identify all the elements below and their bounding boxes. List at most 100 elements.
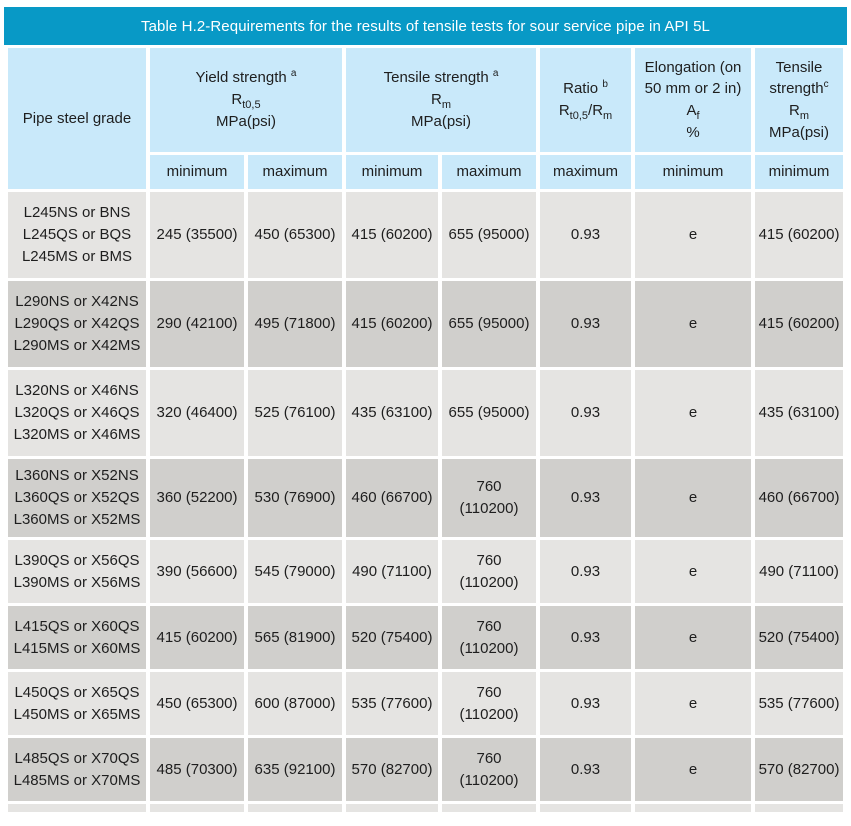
tensile-max-cell: 655 (95000) [442,370,537,456]
tensile-c-cell: 490 (71100) [755,540,844,603]
cutoff-cell [248,804,342,812]
subcol-tensile-minimum: minimum [346,155,438,189]
tensile-strength-label: Tensile strength a [383,68,499,87]
table-body: L245NS or BNS L245QS or BQS L245MS or BM… [8,192,844,812]
col-header-elongation: Elongation (on 50 mm or 2 in) Af % [635,48,752,152]
cutoff-cell [635,804,752,812]
yield-min-cell: 360 (52200) [150,459,244,537]
ratio-cell: 0.93 [540,459,632,537]
table-title: Table H.2-Requirements for the results o… [141,17,710,35]
tensile-c-cell: 520 (75400) [755,606,844,669]
elongation-symbol: Af [686,102,700,122]
ratio-cell: 0.93 [540,738,632,801]
elongation-cell: e [635,738,752,801]
elongation-cell: e [635,540,752,603]
yield-min-cell: 320 (46400) [150,370,244,456]
yield-max-cell: 600 (87000) [248,672,342,735]
grade-cell: L360NS or X52NS L360QS or X52QS L360MS o… [8,459,146,537]
table-header: Pipe steel grade Yield strength a Rt0,5 … [8,48,844,189]
cutoff-cell [540,804,632,812]
subcol-yield-minimum: minimum [150,155,244,189]
cutoff-cell [346,804,438,812]
table-row-cutoff [8,804,844,812]
footnote-b: b [602,79,608,91]
elongation-cell: e [635,459,752,537]
yield-max-cell: 495 (71800) [248,281,342,367]
tensile-max-cell: 760 (110200) [442,459,537,537]
yield-min-cell: 485 (70300) [150,738,244,801]
elongation-cell: e [635,192,752,278]
subcol-yield-maximum: maximum [248,155,342,189]
tensile-strength-c-label: Tensile strengthc [769,58,829,98]
tensile-c-cell: 535 (77600) [755,672,844,735]
pipe-steel-grade-label: Pipe steel grade [22,109,132,127]
ratio-formula: Rt0,5/Rm [558,102,613,122]
cutoff-cell [442,804,537,812]
grade-cell: L485QS or X70QS L485MS or X70MS [8,738,146,801]
grade-cell: L245NS or BNS L245QS or BQS L245MS or BM… [8,192,146,278]
cutoff-cell [755,804,844,812]
col-header-tensile-strength: Tensile strength a Rm MPa(psi) [346,48,537,152]
elongation-cell: e [635,672,752,735]
subcol-tensile-c-minimum: minimum [755,155,844,189]
cutoff-cell [150,804,244,812]
tensile-min-cell: 415 (60200) [346,281,438,367]
tensile-max-cell: 760 (110200) [442,606,537,669]
header-row-limits: minimum maximum minimum maximum maximum … [8,155,844,189]
tensile-c-cell: 570 (82700) [755,738,844,801]
subcol-tensile-maximum: maximum [442,155,537,189]
tensile-strength-symbol: Rm [431,91,452,112]
table-title-bar: Table H.2-Requirements for the results o… [4,7,847,45]
grade-cell: L415QS or X60QS L415MS or X60MS [8,606,146,669]
yield-min-cell: 390 (56600) [150,540,244,603]
table-row: L485QS or X70QS L485MS or X70MS 485 (703… [8,738,844,801]
cutoff-cell [8,804,146,812]
elongation-label: Elongation (on 50 mm or 2 in) [644,58,742,98]
tensile-c-cell: 435 (63100) [755,370,844,456]
table-row: L245NS or BNS L245QS or BQS L245MS or BM… [8,192,844,278]
yield-min-cell: 290 (42100) [150,281,244,367]
ratio-cell: 0.93 [540,606,632,669]
yield-max-cell: 525 (76100) [248,370,342,456]
tensile-max-cell: 760 (110200) [442,672,537,735]
col-header-ratio: Ratio b Rt0,5/Rm [540,48,632,152]
ratio-cell: 0.93 [540,281,632,367]
yield-max-cell: 530 (76900) [248,459,342,537]
subcol-ratio-maximum: maximum [540,155,632,189]
ratio-cell: 0.93 [540,370,632,456]
elongation-cell: e [635,370,752,456]
header-row-groups: Pipe steel grade Yield strength a Rt0,5 … [8,48,844,189]
yield-strength-unit: MPa(psi) [215,112,276,130]
footnote-a: a [290,68,297,80]
yield-max-cell: 635 (92100) [248,738,342,801]
yield-max-cell: 565 (81900) [248,606,342,669]
grade-cell: L290NS or X42NS L290QS or X42QS L290MS o… [8,281,146,367]
tensile-max-cell: 760 (110200) [442,738,537,801]
ratio-cell: 0.93 [540,672,632,735]
tensile-strength-c-symbol: Rm [789,102,810,122]
tensile-min-cell: 490 (71100) [346,540,438,603]
table-row: L390QS or X56QS L390MS or X56MS 390 (566… [8,540,844,603]
elongation-cell: e [635,281,752,367]
tensile-min-cell: 520 (75400) [346,606,438,669]
grade-cell: L320NS or X46NS L320QS or X46QS L320MS o… [8,370,146,456]
elongation-cell: e [635,606,752,669]
tensile-strength-c-unit: MPa(psi) [769,123,830,141]
yield-strength-symbol: Rt0,5 [231,91,261,112]
grade-cell: L390QS or X56QS L390MS or X56MS [8,540,146,603]
footnote-a: a [492,68,499,80]
tensile-c-cell: 415 (60200) [755,192,844,278]
tensile-min-cell: 460 (66700) [346,459,438,537]
table-row: L450QS or X65QS L450MS or X65MS 450 (653… [8,672,844,735]
tensile-min-cell: 415 (60200) [346,192,438,278]
tensile-max-cell: 655 (95000) [442,281,537,367]
footnote-c: c [823,79,829,91]
ratio-label: Ratio b [563,79,608,98]
tensile-c-cell: 415 (60200) [755,281,844,367]
yield-max-cell: 545 (79000) [248,540,342,603]
table-row: L360NS or X52NS L360QS or X52QS L360MS o… [8,459,844,537]
elongation-unit: % [686,123,700,141]
tensile-min-cell: 570 (82700) [346,738,438,801]
col-header-yield-strength: Yield strength a Rt0,5 MPa(psi) [150,48,342,152]
